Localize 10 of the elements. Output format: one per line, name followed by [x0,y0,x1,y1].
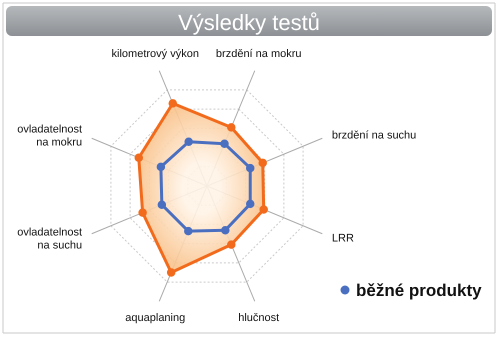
legend-label: běžné produkty [356,281,482,300]
spoke-label: aquaplaning [125,312,186,324]
spoke-label: kilometrový výkon [112,48,199,60]
spoke-label: LRR [332,232,354,245]
spoke-label: ovladatelnost na mokru [17,123,82,148]
spoke-label: ovladatelnost na suchu [17,226,82,252]
spoke-label: brzdění na mokru [216,48,302,60]
chart-title: Výsledky testů [178,10,320,35]
spoke-label: hlučnost [238,312,280,324]
spoke-label: brzdění na suchu [332,129,416,142]
